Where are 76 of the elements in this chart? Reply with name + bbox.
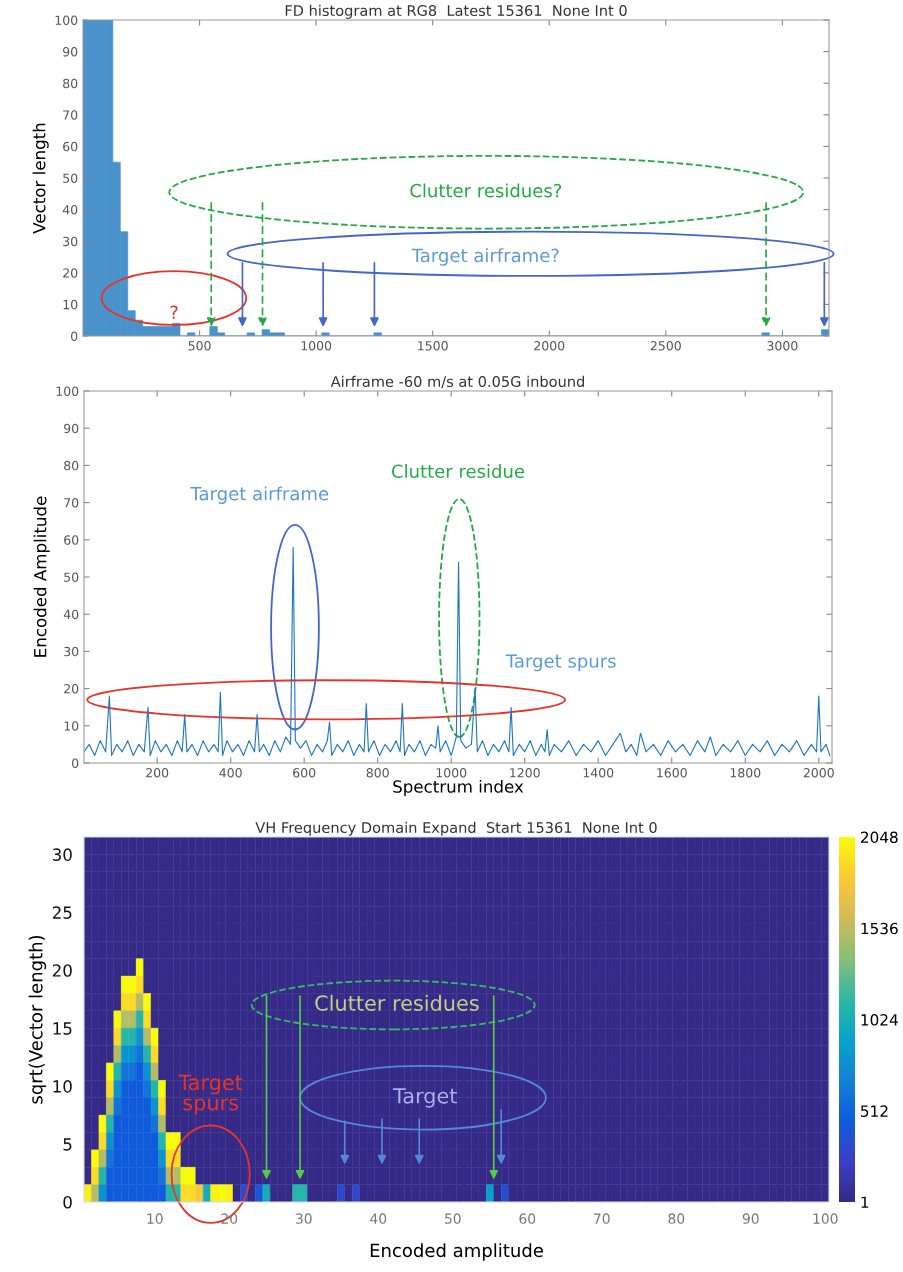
x-tick-label: 600 xyxy=(293,768,316,778)
annotation: Clutter residue xyxy=(391,464,525,479)
y-tick-label: 50 xyxy=(64,572,79,582)
annotation: Target spurs xyxy=(178,1074,243,1115)
y-tick-label: 30 xyxy=(63,236,78,247)
y-tick-label: 10 xyxy=(63,299,78,310)
y-tick-label: 50 xyxy=(63,173,78,183)
color-bar-label: 2048 xyxy=(860,831,898,844)
y-axis-title: sqrt(Vector length) xyxy=(28,935,47,1104)
y-tick-label: 40 xyxy=(63,609,79,620)
x-tick-label: 800 xyxy=(366,768,389,778)
x-tick-label: 1500 xyxy=(418,341,448,351)
y-tick-label: 80 xyxy=(63,78,78,89)
y-axis-title: Encoded Amplitude xyxy=(33,496,50,657)
x-tick-label: 2000 xyxy=(534,341,565,351)
y-tick-label: 80 xyxy=(64,460,79,471)
x-tick-label: 1800 xyxy=(730,768,761,778)
annotation: ? xyxy=(170,305,178,319)
y-tick-label: 100 xyxy=(56,386,79,396)
chart-title: Airframe -60 m/s at 0.05G inbound xyxy=(330,375,584,389)
y-tick-label: 40 xyxy=(62,205,78,215)
color-bar-label: 1 xyxy=(861,1196,869,1208)
y-tick-label: 20 xyxy=(52,964,72,977)
y-tick-label: 20 xyxy=(63,268,78,278)
x-tick-label: 1600 xyxy=(657,768,687,778)
x-tick-label: 50 xyxy=(445,1213,461,1224)
x-tick-label: 10 xyxy=(147,1213,163,1224)
x-axis-title: Spectrum index xyxy=(393,779,524,797)
x-tick-label: 40 xyxy=(370,1213,387,1224)
annotation: Clutter residues xyxy=(315,994,479,1011)
x-tick-label: 500 xyxy=(188,341,211,351)
annotation: Target airframe xyxy=(190,486,329,504)
y-tick-label: 15 xyxy=(53,1022,72,1035)
y-tick-label: 60 xyxy=(64,535,79,545)
x-tick-label: 70 xyxy=(594,1213,610,1224)
x-tick-label: 1000 xyxy=(301,341,332,351)
y-tick-label: 30 xyxy=(64,646,79,657)
color-bar-label: 1536 xyxy=(861,922,898,935)
x-tick-label: 1000 xyxy=(436,768,467,778)
y-tick-label: 20 xyxy=(64,684,79,694)
y-axis-title: Vector length xyxy=(32,123,49,234)
annotation: Target spurs xyxy=(505,654,616,672)
y-tick-label: 10 xyxy=(64,721,79,731)
y-tick-label: 0 xyxy=(63,1195,72,1209)
x-tick-label: 2000 xyxy=(803,768,834,778)
chart-title: VH Frequency Domain Expand Start 15361 None Int 0 xyxy=(255,821,657,836)
y-tick-label: 0 xyxy=(71,331,78,341)
x-axis-title: Encoded amplitude xyxy=(370,1243,543,1261)
color-bar-label: 512 xyxy=(861,1105,888,1117)
x-tick-label: 80 xyxy=(668,1213,685,1224)
x-tick-label: 30 xyxy=(296,1213,312,1224)
chart-title: FD histogram at RG8 Latest 15361 None Int 0 xyxy=(285,4,627,19)
y-tick-label: 10 xyxy=(53,1080,72,1093)
x-tick-label: 200 xyxy=(146,768,169,778)
y-tick-label: 90 xyxy=(63,47,78,57)
annotation: Target xyxy=(392,1088,457,1108)
x-tick-label: 3000 xyxy=(767,341,798,351)
annotation: Target airframe? xyxy=(411,248,559,266)
x-tick-label: 1400 xyxy=(583,768,614,778)
color-bar-label: 1024 xyxy=(861,1014,898,1026)
y-tick-label: 0 xyxy=(72,758,79,768)
y-tick-label: 100 xyxy=(55,15,78,25)
y-tick-label: 70 xyxy=(64,498,79,508)
annotation: Clutter residues? xyxy=(410,183,562,198)
x-tick-label: 400 xyxy=(219,768,242,778)
y-tick-label: 5 xyxy=(63,1138,72,1151)
y-tick-label: 60 xyxy=(63,141,78,152)
y-tick-label: 70 xyxy=(63,110,78,120)
x-tick-label: 2500 xyxy=(650,341,681,351)
y-tick-label: 25 xyxy=(52,906,72,919)
x-tick-label: 90 xyxy=(742,1213,759,1224)
x-tick-label: 100 xyxy=(813,1213,838,1224)
x-tick-label: 1200 xyxy=(510,768,540,778)
x-tick-label: 60 xyxy=(519,1213,536,1224)
y-tick-label: 30 xyxy=(52,848,72,861)
y-tick-label: 90 xyxy=(64,423,79,434)
